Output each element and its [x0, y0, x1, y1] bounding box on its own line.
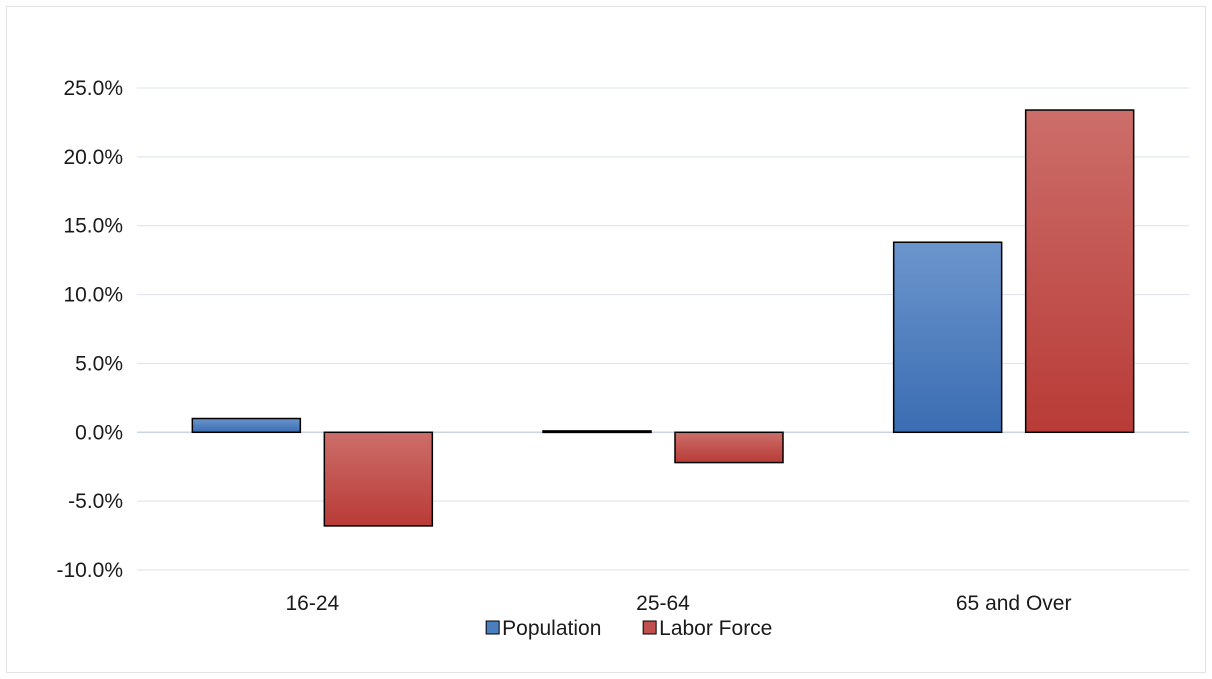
- legend-swatch-labor-force: [642, 620, 657, 635]
- y-tick-label: 20.0%: [63, 146, 123, 169]
- legend-label: Population: [502, 617, 601, 640]
- bars: [191, 109, 1135, 527]
- bar-population-2: [892, 241, 1003, 434]
- x-tick-label: 16-24: [285, 592, 339, 615]
- legend-label: Labor Force: [659, 617, 772, 640]
- bar-population-0: [191, 417, 302, 434]
- bar-population-1: [542, 430, 652, 434]
- x-tick-label: 65 and Over: [956, 592, 1072, 615]
- legend-swatch-population: [485, 620, 500, 635]
- y-tick-label: -5.0%: [68, 490, 123, 513]
- bar-labor-force-2: [1024, 109, 1135, 434]
- y-tick-label: 15.0%: [63, 215, 123, 238]
- y-tick-label: 10.0%: [63, 284, 123, 307]
- x-tick-label: 25-64: [636, 592, 690, 615]
- y-tick-label: 5.0%: [75, 352, 123, 375]
- y-axis-ticks: 25.0% 20.0% 15.0% 10.0% 5.0% 0.0% -5.0% -10.0%: [56, 77, 123, 582]
- x-axis-ticks: 16-24 25-64 65 and Over: [285, 592, 1071, 615]
- y-tick-label: 0.0%: [75, 421, 123, 444]
- y-tick-label: -10.0%: [56, 559, 123, 582]
- bar-labor-force-0: [323, 431, 434, 527]
- bar-chart: 25.0%20.0%15.0%10.0%5.0%0.0%-5.0%-10.0% …: [56, 77, 1189, 640]
- bar-labor-force-1: [674, 431, 784, 464]
- gridlines: [137, 87, 1189, 571]
- legend: Population Labor Force: [485, 617, 772, 640]
- y-tick-label: 25.0%: [63, 77, 123, 100]
- chart-frame: 25.0% 20.0% 15.0% 10.0% 5.0% 0.0% -5.0% -10.0% …: [6, 6, 1206, 673]
